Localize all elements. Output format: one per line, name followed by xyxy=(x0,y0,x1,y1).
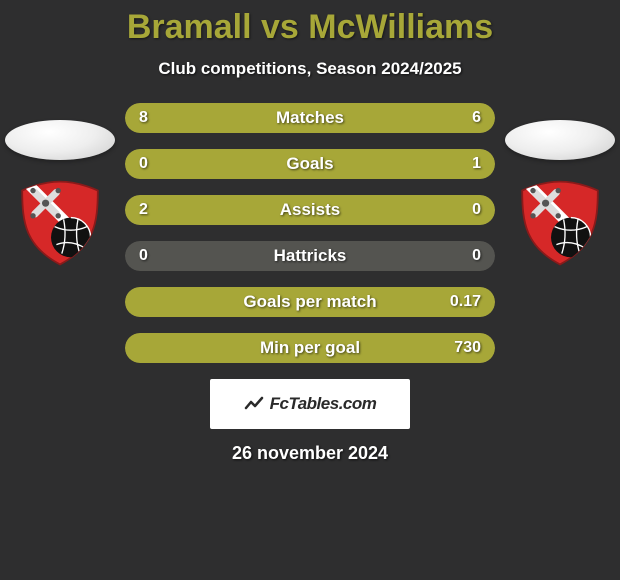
page-title: Bramall vs McWilliams xyxy=(0,8,620,47)
club-logo-left xyxy=(15,178,105,268)
page-subtitle: Club competitions, Season 2024/2025 xyxy=(0,59,620,79)
stat-label: Goals xyxy=(125,149,495,179)
branding-badge: FcTables.com xyxy=(210,379,410,429)
stat-row: Goals per match0.17 xyxy=(125,287,495,317)
stat-row: Assists2 0 xyxy=(125,195,495,225)
stat-value-left: 2 xyxy=(139,195,148,225)
date-label: 26 november 2024 xyxy=(0,443,620,464)
stat-row: Matches8 6 xyxy=(125,103,495,133)
stat-label: Hattricks xyxy=(125,241,495,271)
stat-row: Min per goal730 xyxy=(125,333,495,363)
player-head-left xyxy=(5,120,115,160)
player-head-right xyxy=(505,120,615,160)
stat-value-left: 8 xyxy=(139,103,148,133)
club-logo-right xyxy=(515,178,605,268)
stat-label: Assists xyxy=(125,195,495,225)
branding-icon xyxy=(244,394,264,414)
infographic-container: Bramall vs McWilliams Club competitions,… xyxy=(0,0,620,580)
stat-value-left: 0 xyxy=(139,241,148,271)
stat-row: Goals0 1 xyxy=(125,149,495,179)
stat-value-right: 0.17 xyxy=(450,287,481,317)
stat-value-left: 0 xyxy=(139,149,148,179)
stat-value-right: 6 xyxy=(472,103,481,133)
stat-label: Goals per match xyxy=(125,287,495,317)
stat-label: Min per goal xyxy=(125,333,495,363)
stat-value-right: 0 xyxy=(472,241,481,271)
stat-value-right: 0 xyxy=(472,195,481,225)
stat-label: Matches xyxy=(125,103,495,133)
branding-text: FcTables.com xyxy=(270,394,377,414)
stats-area: Matches86Goals01Assists20Hattricks00Goal… xyxy=(125,103,495,363)
stat-value-right: 1 xyxy=(472,149,481,179)
stat-value-right: 730 xyxy=(454,333,481,363)
stat-row: Hattricks0 0 xyxy=(125,241,495,271)
